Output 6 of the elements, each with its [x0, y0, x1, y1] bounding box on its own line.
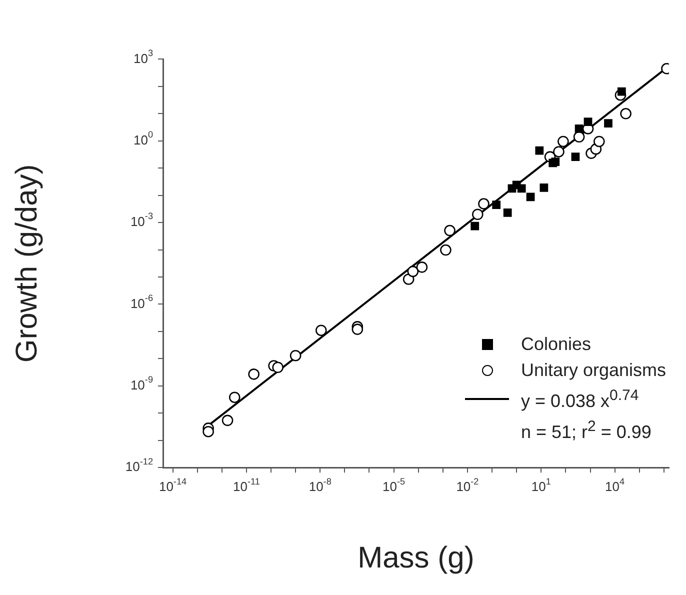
y-axis-title: Growth (g/day) — [10, 164, 44, 363]
x-axis-title: Mass (g) — [358, 541, 474, 574]
legend-label: y = 0.038 x$^{0.74}$ — [520, 386, 639, 413]
legend-label: Colonies — [520, 333, 591, 356]
annotation: n = 51; r$^{2}$ = 0.99 — [520, 417, 652, 444]
legend-label: Unitary organisms — [520, 359, 666, 382]
